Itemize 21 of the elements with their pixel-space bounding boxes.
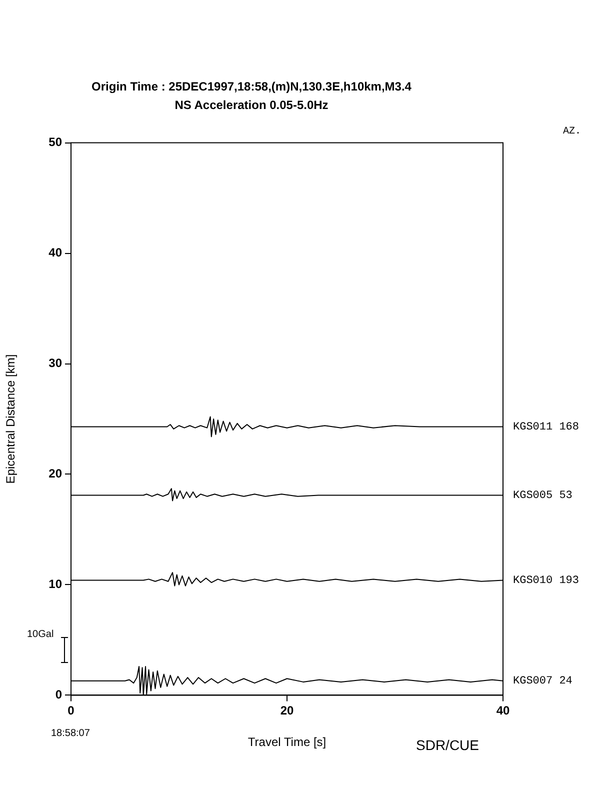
chart-title: Origin Time : 25DEC1997,18:58,(m)N,130.3E,h10km,M3.4: [92, 80, 412, 94]
y-tick-label: 10: [48, 577, 62, 592]
text: SDR/CUE: [416, 737, 480, 754]
chart-subtitle: NS Acceleration 0.05-5.0Hz: [174, 98, 328, 112]
y-tick-label: 40: [48, 246, 62, 260]
y-tick-label: 50: [48, 135, 62, 150]
x-axis-title: Travel Time [s]: [248, 735, 326, 750]
y-tick-label: 30: [48, 356, 62, 370]
y-tick-label: 0: [55, 688, 62, 702]
x-tick-label: 0: [68, 704, 75, 718]
series-label: KGS011 168: [513, 422, 580, 434]
y-axis-title: Epicentral Distance [km]: [4, 354, 18, 484]
text: 18:58:07: [51, 728, 90, 739]
text: AZ.: [563, 126, 582, 138]
text: 10Gal: [27, 629, 54, 640]
x-tick-label: 20: [280, 704, 294, 718]
series-label: KGS010 193: [513, 575, 580, 588]
y-tick-label: 20: [48, 466, 62, 481]
series-label: KGS007 24: [513, 676, 573, 688]
series-label: KGS005 53: [513, 490, 572, 502]
x-tick-label: 40: [496, 704, 510, 718]
